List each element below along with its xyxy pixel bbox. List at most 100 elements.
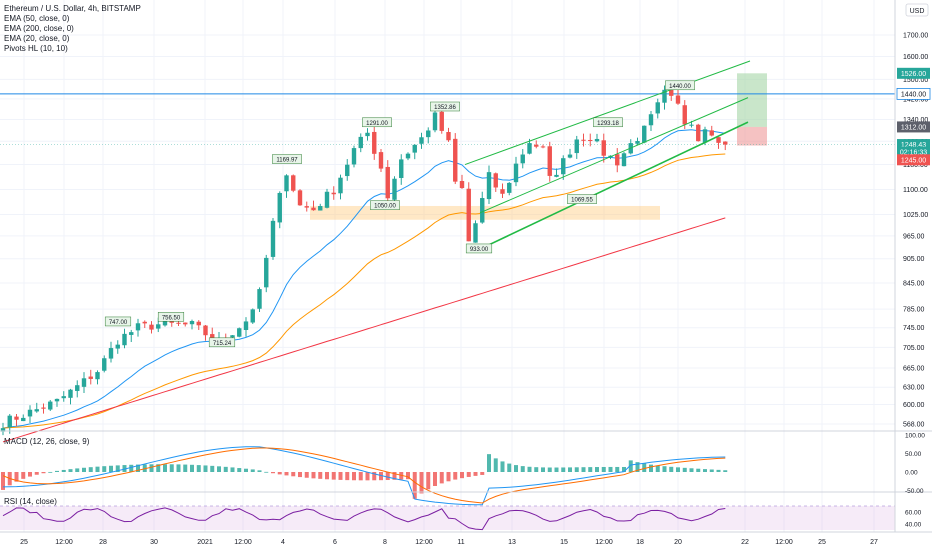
candle-body[interactable] xyxy=(675,95,681,104)
price-label-box[interactable] xyxy=(897,154,930,166)
candle-body[interactable] xyxy=(662,89,667,103)
candle-body[interactable] xyxy=(615,154,620,166)
candle-body[interactable] xyxy=(588,139,593,141)
candle-body[interactable] xyxy=(68,389,73,398)
candle-body[interactable] xyxy=(689,124,694,126)
macd-pane[interactable] xyxy=(0,430,932,506)
candle-body[interactable] xyxy=(655,102,660,114)
candle-body[interactable] xyxy=(156,324,161,329)
candle-body[interactable] xyxy=(324,191,330,208)
candle-body[interactable] xyxy=(61,396,66,399)
price-label-box[interactable] xyxy=(896,87,931,100)
indicator-label[interactable]: Pivots HL (10, 10) xyxy=(4,44,68,53)
candle-body[interactable] xyxy=(432,112,438,131)
candle-body[interactable] xyxy=(554,174,559,177)
candle-body[interactable] xyxy=(142,321,147,324)
candle-body[interactable] xyxy=(243,321,249,330)
candle-body[interactable] xyxy=(493,173,498,188)
candle-body[interactable] xyxy=(264,257,269,288)
candle-body[interactable] xyxy=(196,321,201,326)
candle-body[interactable] xyxy=(453,138,458,182)
price-label-box[interactable] xyxy=(897,146,930,158)
candle-body[interactable] xyxy=(34,409,39,412)
candle-body[interactable] xyxy=(351,148,357,165)
candle-body[interactable] xyxy=(7,415,12,428)
candle-body[interactable] xyxy=(399,159,404,178)
ema-20-line[interactable] xyxy=(2,129,726,429)
candle-body[interactable] xyxy=(507,182,512,193)
candle-body[interactable] xyxy=(230,335,235,338)
candle-body[interactable] xyxy=(520,154,525,164)
candle-body[interactable] xyxy=(696,124,701,142)
candle-body[interactable] xyxy=(108,348,114,359)
ema-50-line[interactable] xyxy=(2,153,726,429)
candle-body[interactable] xyxy=(311,207,316,211)
candle-body[interactable] xyxy=(176,322,181,324)
candle-body[interactable] xyxy=(345,164,350,177)
rsi-pane[interactable] xyxy=(0,491,932,531)
candle-body[interactable] xyxy=(459,180,465,189)
candle-body[interactable] xyxy=(439,111,444,131)
indicator-label[interactable]: EMA (50, close, 0) xyxy=(4,14,70,23)
candle-body[interactable] xyxy=(486,172,492,200)
candle-body[interactable] xyxy=(135,323,141,331)
indicator-label[interactable]: EMA (200, close, 0) xyxy=(4,24,74,33)
candle-body[interactable] xyxy=(419,137,424,144)
candle-body[interactable] xyxy=(183,322,188,325)
candle-body[interactable] xyxy=(385,166,390,199)
candle-body[interactable] xyxy=(412,144,417,153)
candle-body[interactable] xyxy=(237,328,242,337)
candle-body[interactable] xyxy=(129,332,134,335)
candle-body[interactable] xyxy=(122,333,127,346)
price-label-box[interactable] xyxy=(897,67,930,79)
candle-body[interactable] xyxy=(95,372,100,380)
candle-body[interactable] xyxy=(642,125,647,143)
candle-body[interactable] xyxy=(446,132,451,141)
candle-body[interactable] xyxy=(702,129,708,143)
indicator-label[interactable]: EMA (20, close, 0) xyxy=(4,34,70,43)
candle-body[interactable] xyxy=(372,131,377,154)
candle-body[interactable] xyxy=(716,137,721,143)
candle-body[interactable] xyxy=(540,146,546,148)
channel-mid-line[interactable] xyxy=(479,97,749,214)
candle-body[interactable] xyxy=(527,143,532,154)
candle-body[interactable] xyxy=(723,141,728,145)
candle-body[interactable] xyxy=(291,175,296,191)
candle-body[interactable] xyxy=(338,177,343,194)
candle-body[interactable] xyxy=(27,409,33,417)
candle-body[interactable] xyxy=(75,385,80,391)
candle-body[interactable] xyxy=(648,114,654,126)
macd-line[interactable] xyxy=(2,446,726,506)
currency-label[interactable]: USD xyxy=(905,3,929,17)
candle-body[interactable] xyxy=(210,334,215,340)
candle-body[interactable] xyxy=(149,324,154,330)
candle-body[interactable] xyxy=(392,178,397,200)
candle-body[interactable] xyxy=(601,140,606,156)
candle-body[interactable] xyxy=(561,158,566,175)
candle-body[interactable] xyxy=(284,175,289,192)
candle-body[interactable] xyxy=(669,88,674,96)
macd-title[interactable]: MACD (12, 26, close, 9) xyxy=(4,437,90,446)
candle-body[interactable] xyxy=(257,289,262,309)
candle-body[interactable] xyxy=(567,154,573,158)
candle-body[interactable] xyxy=(709,130,714,136)
candle-body[interactable] xyxy=(365,132,370,137)
price-label-box[interactable] xyxy=(897,121,930,133)
candle-body[interactable] xyxy=(682,105,687,125)
candle-body[interactable] xyxy=(297,190,303,206)
candle-body[interactable] xyxy=(500,189,505,194)
candle-body[interactable] xyxy=(405,153,411,159)
candle-body[interactable] xyxy=(270,220,276,257)
candle-body[interactable] xyxy=(277,192,282,223)
rsi-line[interactable] xyxy=(2,507,726,531)
candle-body[interactable] xyxy=(81,378,87,387)
candle-body[interactable] xyxy=(574,139,579,154)
rsi-title[interactable]: RSI (14, close) xyxy=(4,497,57,506)
candle-body[interactable] xyxy=(466,188,471,242)
candle-body[interactable] xyxy=(378,152,384,169)
price-label-box[interactable] xyxy=(897,139,930,151)
candle-body[interactable] xyxy=(102,358,107,371)
candle-body[interactable] xyxy=(88,376,93,379)
candle-body[interactable] xyxy=(426,130,431,138)
